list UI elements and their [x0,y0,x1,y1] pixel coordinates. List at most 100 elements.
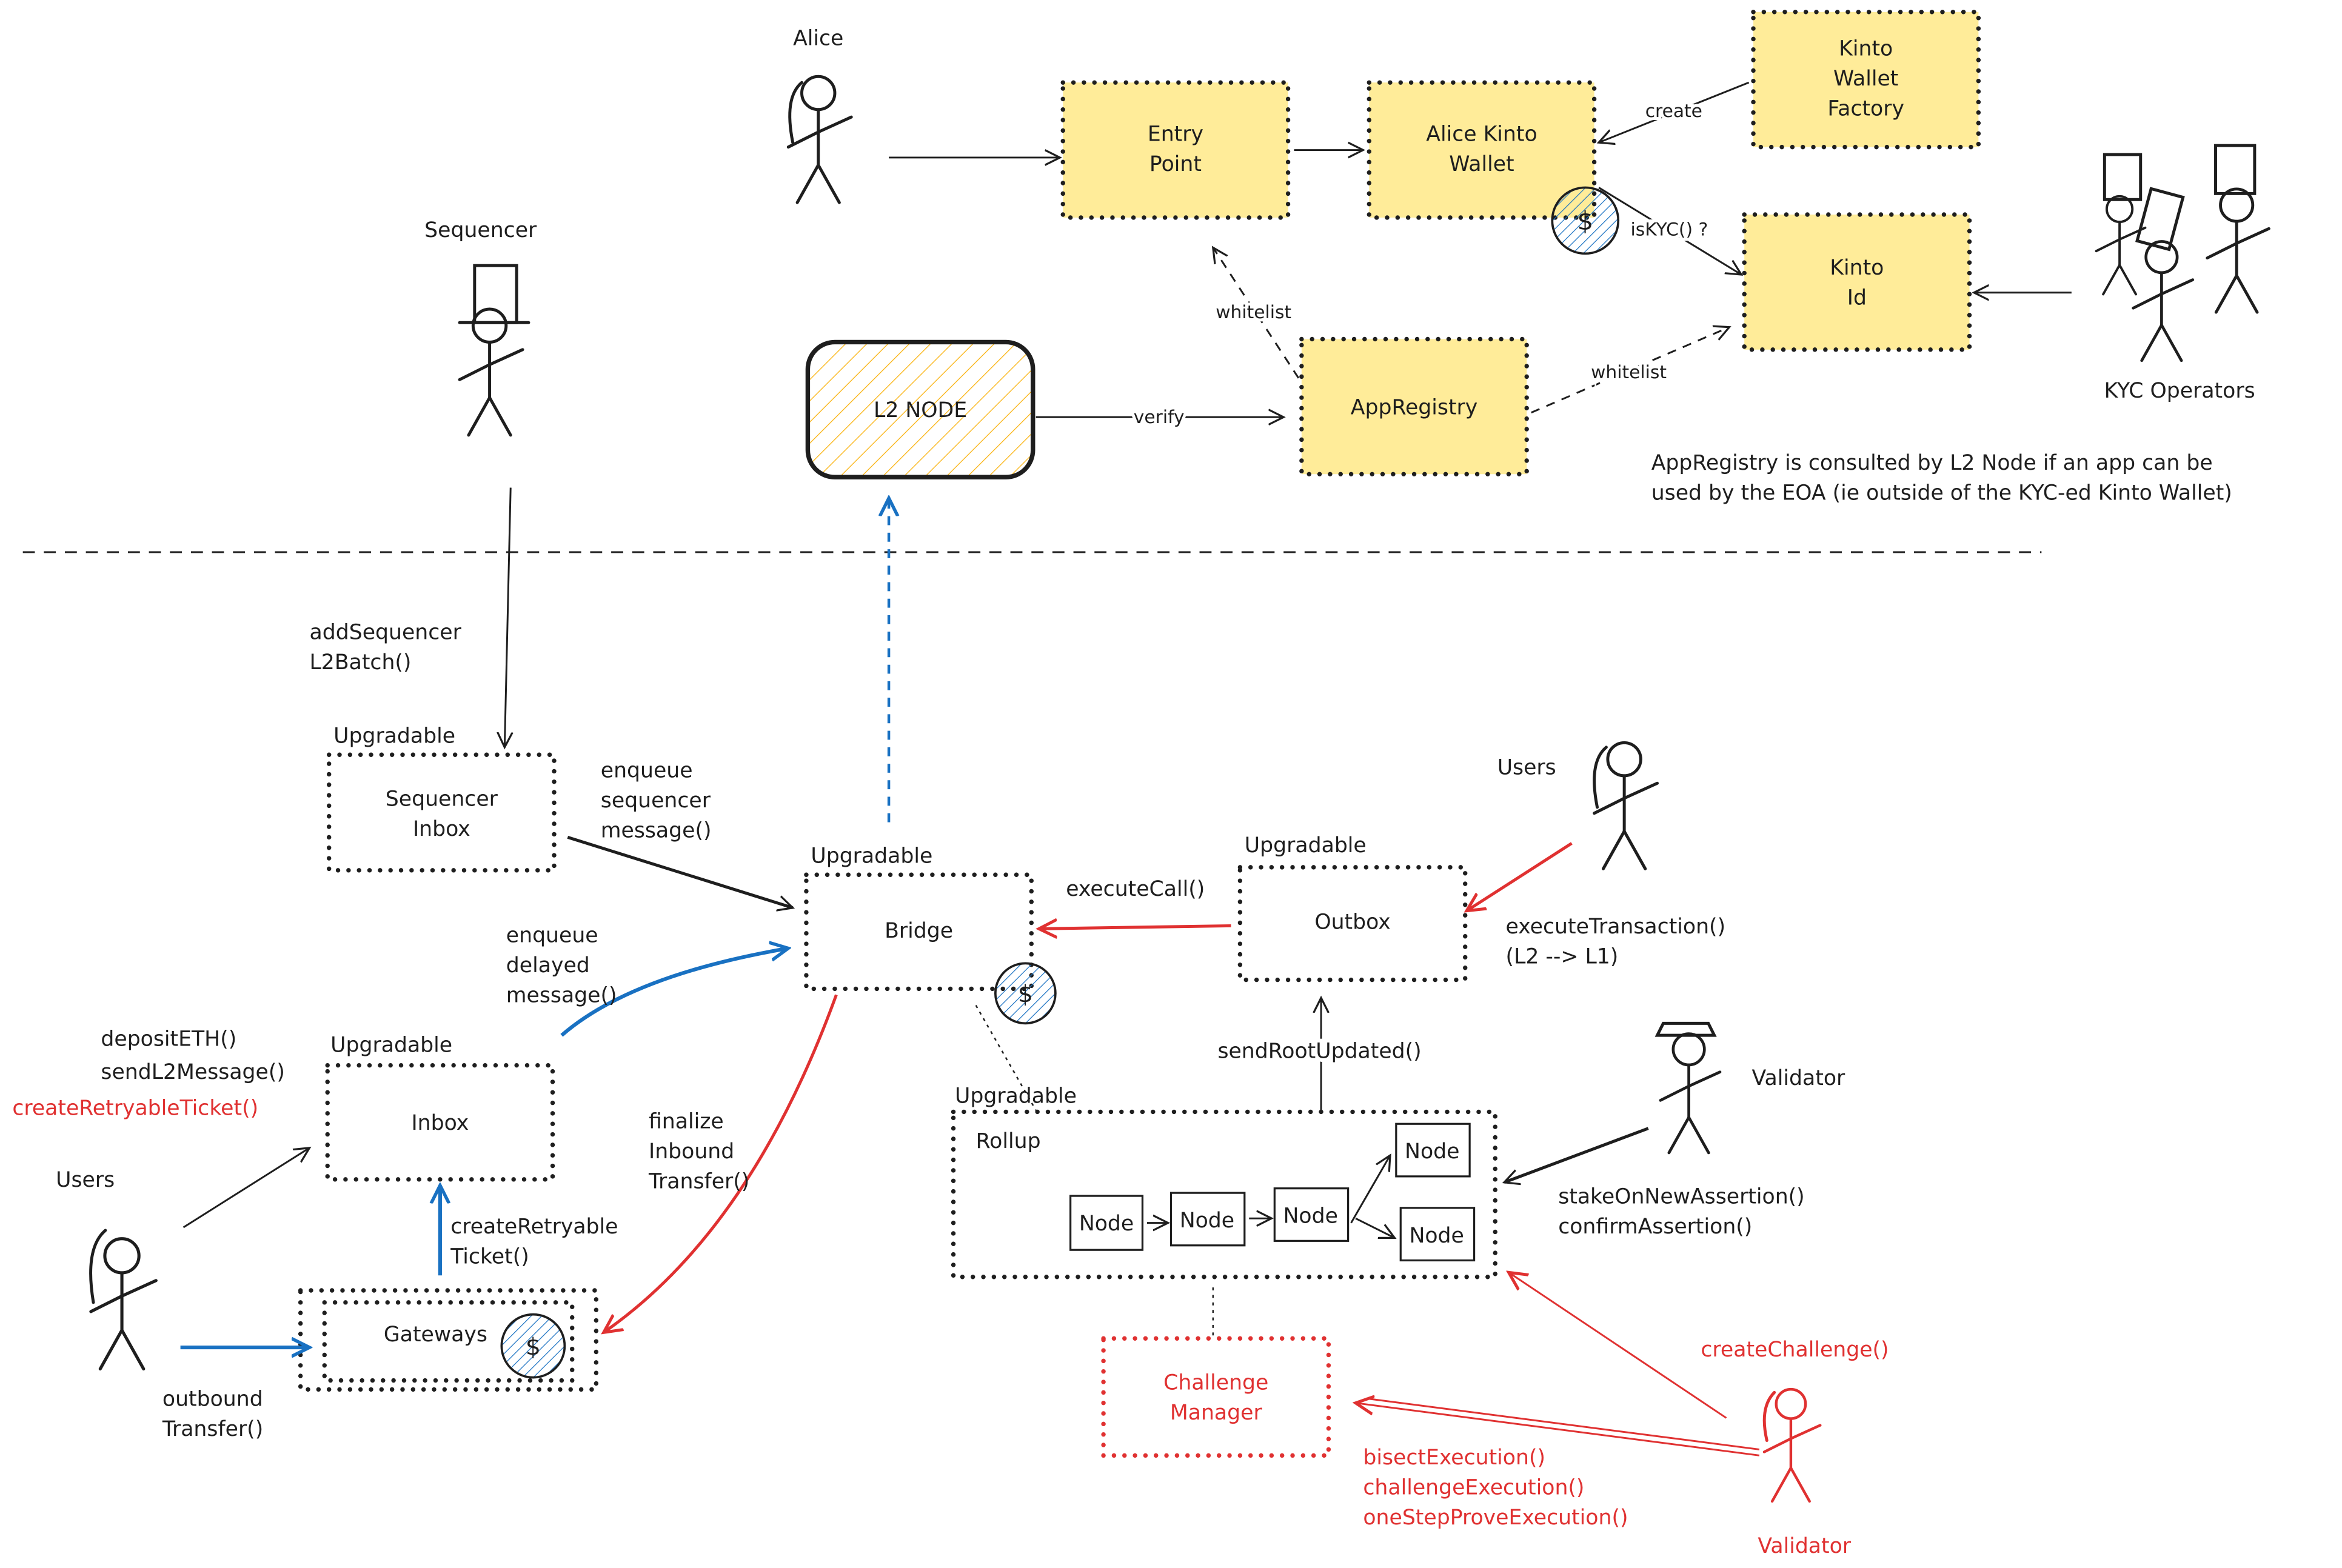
arrow-outbox-bridge [1039,926,1231,929]
arrow-users-inbox [182,1148,310,1229]
add-sequencer-batch-label: L2Batch() [310,650,412,675]
alice-wallet-label: Alice Kinto [1426,122,1537,147]
enqueue-sequencer-label: enqueue [601,758,693,782]
arrow-validator-rollup-challenge [1509,1272,1727,1419]
svg-text:$: $ [1577,206,1593,236]
iskyc-label: isKYC() ? [1631,219,1708,241]
arrow-registry-kintoid [1531,327,1730,414]
actor-label-validator: Validator [1752,1066,1845,1090]
upgradable-tag: Upgradable [1245,833,1367,858]
finalize-inbound-label: Transfer() [648,1170,749,1194]
enqueue-sequencer-label: message() [601,818,712,842]
deposit-label: depositETH() [101,1027,236,1051]
upgradable-tag: Upgradable [955,1084,1077,1109]
sequencer-inbox-box[interactable] [326,752,557,873]
finalize-inbound-label: finalize [649,1110,724,1134]
create-retryable-ticket-label: createRetryableTicket() [12,1096,258,1120]
factory-label: Factory [1827,97,1904,121]
create-retryable-label: createRetryable [450,1215,618,1239]
deposit-label: sendL2Message() [101,1060,285,1084]
alice-figure [788,76,851,202]
alice-kinto-wallet-box[interactable] [1367,80,1597,220]
outbox-box[interactable] [1237,865,1468,983]
challenge-fn-label: oneStepProveExecution() [1363,1506,1628,1530]
rollup-node[interactable] [1395,1123,1471,1178]
create-label: create [1645,101,1702,122]
arrow-sequencer-inbox [504,487,510,747]
rollup-node[interactable] [1169,1192,1246,1247]
inbox-label: Inbox [411,1111,469,1135]
app-registry-box[interactable] [1299,336,1529,477]
bridge-label: Bridge [885,919,953,943]
actor-label-sequencer: Sequencer [424,218,537,242]
actor-label-kyc-operators: KYC Operators [2104,379,2255,403]
wallet-coin-icon: $ [1551,186,1620,255]
actor-label-users: Users [1497,755,1556,779]
inbox-box[interactable] [325,1063,555,1182]
l2-node-box[interactable] [805,339,1035,479]
arrow-users-outbox [1467,842,1573,910]
rollup-node-chain: Node Node Node Node Node [1069,1123,1476,1262]
whitelist-label: whitelist [1216,302,1291,323]
sequencer-figure [458,264,530,435]
upgradable-tag: Upgradable [811,844,932,868]
sequencer-inbox-label: Sequencer [386,787,498,811]
rollup-node[interactable] [1069,1195,1144,1251]
sequencer-inbox-label: Inbox [413,817,470,841]
node-label: Node [1405,1139,1459,1164]
users-left-figure [91,1229,156,1369]
validator-figure [1654,1021,1720,1153]
app-registry-label: AppRegistry [1351,395,1477,419]
challenge-manager-label: Challenge [1163,1370,1268,1395]
bridge-box[interactable] [804,872,1034,992]
challenge-fn-label: challengeExecution() [1363,1476,1584,1500]
kinto-id-box[interactable] [1742,212,1972,352]
factory-label: Kinto [1839,37,1893,61]
node-label: Node [1180,1209,1234,1233]
actor-label-validator-red: Validator [1758,1534,1851,1558]
execute-transaction-label: (L2 --> L1) [1506,944,1619,969]
kinto-id-label: Id [1847,286,1867,310]
kyc-operators-figures [2096,144,2269,361]
arrow-wallet-kintoid [1598,187,1741,275]
execute-call-label: executeCall() [1066,877,1205,901]
entry-point-label: Entry [1148,122,1203,147]
factory-label: Wallet [1833,67,1898,91]
rollup-node[interactable] [1273,1187,1350,1242]
create-challenge-label: createChallenge() [1701,1338,1889,1362]
node-label: Node [1409,1224,1464,1248]
validator-red-figure [1764,1389,1820,1501]
kinto-id-label: Kinto [1830,256,1884,280]
rollup-node[interactable] [1399,1207,1476,1262]
svg-text:$: $ [1018,981,1033,1009]
send-root-updated-label: sendRootUpdated() [1217,1039,1421,1063]
actor-label-alice: Alice [793,26,843,50]
create-retryable-label: Ticket() [450,1244,529,1269]
node-label: Node [1079,1212,1134,1236]
upgradable-tag: Upgradable [330,1033,452,1057]
kinto-wallet-factory-box[interactable] [1751,10,1981,150]
execute-transaction-label: executeTransaction() [1506,915,1726,939]
rollup-label: Rollup [976,1129,1041,1153]
users-top-figure [1594,742,1658,869]
outbox-label: Outbox [1314,910,1390,934]
link-bridge-rollup [975,1005,1037,1111]
add-sequencer-batch-label: addSequencer [310,621,462,645]
arrow-factory-wallet [1599,81,1750,142]
svg-text:$: $ [526,1333,541,1361]
challenge-manager-box[interactable] [1101,1336,1331,1458]
l2-node-label: L2 NODE [874,398,967,422]
gateways-box[interactable] [322,1300,575,1383]
challenge-fn-label: bisectExecution() [1363,1446,1545,1470]
rollup-box[interactable] [951,1109,1497,1279]
note-text: used by the EOA (ie outside of the KYC-e… [1651,481,2232,505]
enqueue-delayed-label: enqueue [506,924,598,948]
arrow-validator-challenge-manager [1356,1403,1760,1456]
challenge-manager-label: Manager [1170,1401,1263,1425]
arrow-bridge-gateways [604,994,838,1332]
enqueue-delayed-label: delayed [506,953,590,978]
enqueue-delayed-label: message() [506,984,617,1008]
entry-point-box[interactable] [1060,80,1291,220]
enqueue-sequencer-label: sequencer [601,789,711,813]
